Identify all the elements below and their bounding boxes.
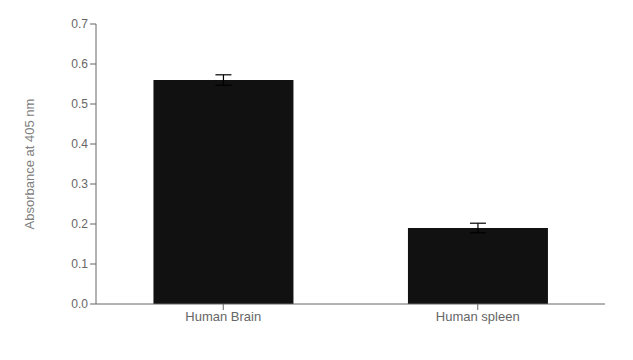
svg-text:0.4: 0.4	[71, 137, 88, 151]
svg-text:0.0: 0.0	[71, 297, 88, 311]
svg-text:0.6: 0.6	[71, 57, 88, 71]
svg-text:0.5: 0.5	[71, 97, 88, 111]
svg-text:0.1: 0.1	[71, 257, 88, 271]
svg-text:Human spleen: Human spleen	[436, 309, 520, 324]
svg-text:Human Brain: Human Brain	[185, 309, 261, 324]
svg-text:0.2: 0.2	[71, 217, 88, 231]
svg-text:Absorbance at 405 nm: Absorbance at 405 nm	[22, 99, 37, 230]
svg-text:0.7: 0.7	[71, 17, 88, 31]
svg-text:0.3: 0.3	[71, 177, 88, 191]
